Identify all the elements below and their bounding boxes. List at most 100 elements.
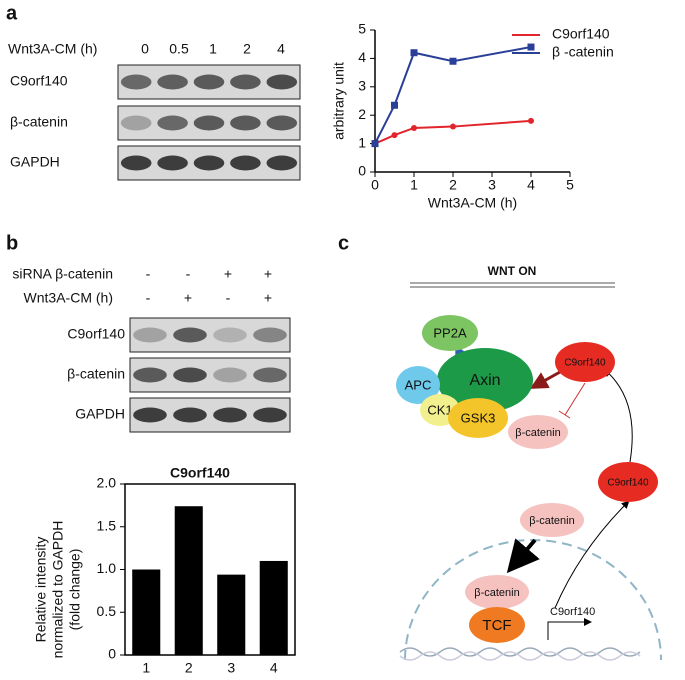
band: [157, 74, 188, 90]
chart-title: C9orf140: [170, 465, 230, 481]
x-tick-label: 4: [527, 177, 535, 193]
gene-label: C9orf140: [550, 606, 595, 618]
y-tick-label: 1.5: [97, 517, 117, 533]
band: [253, 407, 287, 423]
node-label: C9orf140: [607, 478, 649, 489]
x-tick-label: 2: [449, 177, 457, 193]
band: [193, 115, 225, 131]
legend-label: β -catenin: [552, 44, 614, 60]
band: [230, 115, 261, 131]
node-label: TCF: [482, 617, 511, 634]
node-shape: [448, 398, 508, 438]
y-tick-label: 1: [358, 134, 366, 150]
band: [266, 155, 298, 171]
node-shape: [422, 315, 478, 351]
legend-label: C9orf140: [552, 26, 610, 42]
y-tick-label: 2: [358, 106, 366, 122]
sign: +: [264, 290, 272, 306]
band: [133, 367, 167, 383]
panel-label: b: [6, 232, 18, 254]
node-shape: [555, 342, 615, 382]
node-shape: [437, 348, 533, 412]
sign: +: [264, 266, 272, 282]
panel-label: c: [338, 232, 349, 254]
row-label: C9orf140: [67, 326, 125, 342]
x-tick-label: 4: [270, 660, 278, 676]
band: [133, 407, 167, 423]
x-axis-label: Wnt3A-CM (h): [428, 195, 517, 211]
band: [120, 155, 152, 171]
y-tick-label: 1.0: [97, 560, 117, 576]
band: [230, 155, 261, 171]
band: [213, 327, 247, 343]
x-tick-label: 2: [185, 660, 193, 676]
sign: -: [186, 266, 191, 282]
node-label: GSK3: [461, 410, 496, 425]
node-label: APC: [405, 377, 432, 392]
band: [253, 327, 287, 343]
point: [391, 101, 398, 109]
band: [157, 155, 188, 171]
band: [266, 74, 298, 90]
band: [173, 327, 207, 343]
band: [213, 367, 247, 383]
row-label: β-catenin: [10, 114, 68, 130]
node-shape: [469, 607, 525, 643]
node-label: β-catenin: [529, 515, 574, 527]
row-label: GAPDH: [75, 406, 125, 422]
x-tick-label: 3: [227, 660, 235, 676]
point: [411, 124, 417, 131]
lane-label: 0: [141, 41, 149, 57]
row-label: β-catenin: [67, 366, 125, 382]
y-tick-label: 2.0: [97, 475, 117, 491]
condition-label: siRNA β-catenin: [12, 266, 113, 282]
band: [213, 407, 247, 423]
sign: -: [226, 290, 231, 306]
node-shape: [598, 462, 658, 502]
band: [173, 367, 207, 383]
lane-label: 4: [277, 41, 285, 57]
y-axis-label: Relative intensity: [33, 537, 49, 643]
diagram-title: WNT ON: [488, 264, 537, 278]
bar: [259, 560, 288, 655]
sign: -: [146, 290, 151, 306]
node-label: C9orf140: [564, 358, 606, 369]
diagram: WNT ON C9orf140 PP2A Axin APC CK1 GSK3 β-cate…: [396, 264, 662, 661]
row-label: C9orf140: [10, 73, 68, 89]
x-tick-label: 1: [142, 660, 150, 676]
panel-label: a: [6, 2, 18, 24]
x-tick-label: 5: [566, 177, 574, 193]
band: [120, 115, 152, 131]
sign: +: [184, 290, 192, 306]
y-axis-label: normalized to GAPDH: [50, 521, 66, 659]
node-label: β-catenin: [474, 587, 519, 599]
x-tick-label: 0: [371, 177, 379, 193]
y-tick-label: 3: [358, 78, 366, 94]
bar: [132, 569, 161, 655]
y-tick-label: 5: [358, 21, 366, 37]
band: [173, 407, 207, 423]
y-tick-label: 0: [358, 163, 366, 179]
row-label: GAPDH: [10, 154, 60, 170]
blots: [117, 64, 301, 433]
lane-label: 1: [209, 41, 217, 57]
band: [193, 74, 225, 90]
x-tick-label: 3: [488, 177, 496, 193]
point: [450, 123, 456, 130]
node-label: β-catenin: [515, 427, 560, 439]
node-label: CK1: [427, 402, 452, 417]
band: [120, 74, 152, 90]
point: [449, 57, 457, 65]
band: [157, 115, 188, 131]
point: [410, 49, 418, 57]
node-shape: [520, 503, 584, 537]
node-label: Axin: [469, 372, 500, 389]
y-axis-label: arbitrary unit: [331, 62, 347, 140]
bar: [217, 574, 246, 655]
bar: [174, 506, 203, 655]
node-shape: [465, 575, 529, 609]
blot-header: Wnt3A-CM (h): [8, 41, 97, 57]
band: [266, 115, 298, 131]
band: [230, 74, 261, 90]
